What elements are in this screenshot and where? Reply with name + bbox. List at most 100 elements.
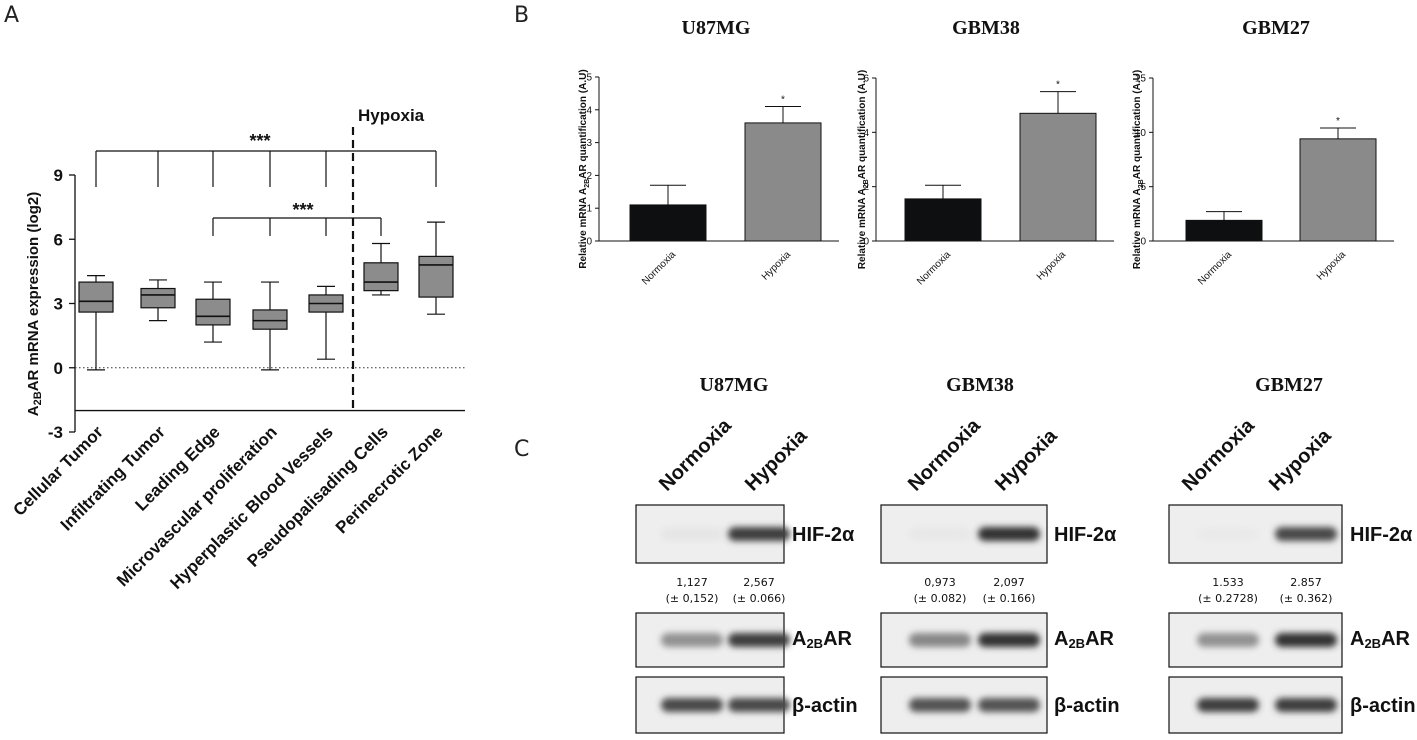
y-tick-label: 0 — [586, 237, 592, 248]
blot-title: U87MG — [700, 374, 769, 396]
western-blot-gbm38: GBM38 Normoxia Hypoxia HIF-2α A2BAR β-actin 0,… — [880, 374, 1120, 734]
bar-hypoxia — [1299, 138, 1377, 242]
category-label: Hypoxia — [1035, 249, 1069, 283]
box — [140, 287, 176, 309]
y-tick-label: 5 — [1140, 182, 1146, 193]
y-tick-label: 3 — [54, 295, 63, 314]
box — [252, 309, 288, 330]
bar-normoxia — [1185, 219, 1263, 242]
y-tick-label: 1 — [586, 204, 592, 215]
significance-stars: *** — [292, 200, 313, 220]
quantification-error: (± 0.362) — [1280, 592, 1333, 605]
blot-band — [978, 698, 1040, 712]
y-tick-label: 0 — [1140, 237, 1146, 248]
blot-band — [909, 527, 971, 541]
blot-band — [1197, 527, 1259, 541]
quantification-error: (± 0.166) — [983, 592, 1036, 605]
y-tick-label: 5 — [586, 73, 592, 84]
western-blot-u87mg: U87MG Normoxia Hypoxia HIF-2α A2BAR β-actin 1,… — [635, 374, 858, 734]
blot-band — [909, 698, 971, 712]
blot-band — [909, 633, 971, 647]
bar-normoxia — [904, 198, 982, 242]
blot-title: GBM27 — [1255, 374, 1323, 396]
quantification-value: 1,127 — [676, 576, 708, 589]
category-label: Normoxia — [915, 249, 953, 287]
panel-label-b: B — [514, 3, 529, 28]
y-tick-label: 10 — [1135, 128, 1147, 139]
y-axis-label: Relative mRNA A2BAR quantification (A.U) — [1132, 70, 1145, 269]
category-label: Normoxia — [640, 249, 678, 287]
y-tick-label: 2 — [863, 182, 869, 193]
bar-hypoxia — [1019, 112, 1097, 242]
a2bar-label: A2BAR — [792, 628, 853, 651]
western-blots-c: U87MG Normoxia Hypoxia HIF-2α A2BAR β-actin 1,… — [635, 374, 1416, 734]
y-tick-label: 4 — [863, 128, 869, 139]
lane-label: Hypoxia — [991, 424, 1062, 495]
a2bar-label: A2BAR — [1350, 628, 1411, 651]
quantification-value: 2.857 — [1290, 576, 1322, 589]
y-axis-label: Relative mRNA A2BAR quantification (A.U) — [857, 70, 870, 269]
quantification-error: (± 0.066) — [733, 592, 786, 605]
chart-title: U87MG — [682, 17, 751, 39]
blot-band — [1275, 698, 1337, 712]
category-label: Hypoxia — [1315, 249, 1349, 283]
blot-strip-actin — [635, 676, 790, 734]
beta-actin-label: β-actin — [792, 695, 858, 717]
western-blot-gbm27: GBM27 Normoxia Hypoxia HIF-2α A2BAR β-actin 1.… — [1168, 374, 1416, 734]
box — [78, 281, 114, 313]
y-tick-label: 3 — [586, 138, 592, 149]
blot-strip-hif — [880, 504, 1048, 564]
category-label: Infiltrating Tumor — [57, 422, 169, 534]
blot-strip-a2b — [880, 612, 1048, 668]
blot-strip-hif — [1168, 504, 1343, 564]
blot-band — [1275, 527, 1337, 541]
box — [363, 262, 399, 292]
chart-title: GBM38 — [952, 17, 1020, 39]
blot-band — [1197, 633, 1259, 647]
blot-strip-actin — [1168, 676, 1343, 734]
blot-band — [661, 633, 723, 647]
quantification-error: (± 0.082) — [914, 592, 967, 605]
panel-label-c: C — [514, 437, 529, 462]
blot-strip-a2b — [635, 612, 790, 668]
y-axis-label: Relative mRNA A2BAR quantification (A.U) — [578, 69, 591, 268]
y-tick-label: 9 — [54, 166, 63, 185]
blot-strip-a2b — [1168, 612, 1343, 668]
bar-normoxia — [629, 204, 707, 242]
y-axis-label: A2BAR mRNA expression (log2) — [25, 192, 44, 416]
y-tick-label: 0 — [863, 237, 869, 248]
lane-label: Normoxia — [1178, 414, 1259, 495]
blot-band — [1197, 698, 1259, 712]
blot-band — [661, 698, 723, 712]
category-label: Hypoxia — [760, 249, 794, 283]
bar-hypoxia — [744, 122, 822, 242]
box — [195, 298, 231, 326]
a2bar-label: A2BAR — [1054, 628, 1115, 651]
quantification-value: 2,097 — [993, 576, 1025, 589]
box — [418, 255, 454, 298]
blot-band — [978, 633, 1040, 647]
quantification-error: (± 0,152) — [666, 592, 719, 605]
hif-2a-label: HIF-2α — [792, 524, 855, 546]
y-tick-label: 6 — [54, 230, 63, 249]
significance-star: * — [1336, 116, 1340, 127]
significance-stars: *** — [249, 131, 270, 151]
blot-band — [978, 527, 1040, 541]
y-tick-label: 6 — [863, 74, 869, 85]
lane-label: Hypoxia — [741, 424, 812, 495]
blot-band — [728, 698, 790, 712]
category-label: Normoxia — [1196, 249, 1234, 287]
significance-star: * — [1056, 80, 1060, 91]
blot-title: GBM38 — [946, 374, 1014, 396]
y-tick-label: 2 — [586, 171, 592, 182]
quantification-value: 1.533 — [1212, 576, 1244, 589]
quantification-value: 2,567 — [743, 576, 775, 589]
quantification-error: (± 0.2728) — [1198, 592, 1258, 605]
y-tick-label: 4 — [586, 105, 592, 116]
panel-label-a: A — [4, 3, 19, 28]
blot-band — [1275, 633, 1337, 647]
hif-2a-label: HIF-2α — [1054, 524, 1117, 546]
